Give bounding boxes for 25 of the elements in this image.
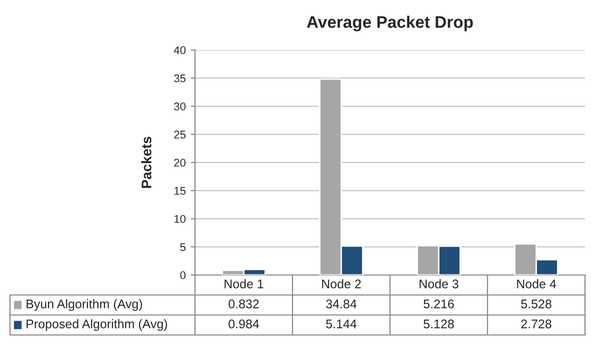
y-axis-title: Packets xyxy=(141,136,152,188)
data-label: 2.728 xyxy=(521,320,552,328)
x-tick-label: Node 1 xyxy=(224,279,264,288)
y-tick-label: 35 xyxy=(174,74,186,82)
x-tick-label: Node 3 xyxy=(420,279,458,288)
y-tick-label: 40 xyxy=(174,46,186,54)
legend-label: Proposed Algorithm (Avg) xyxy=(26,319,168,331)
data-label: 0.984 xyxy=(228,320,260,328)
data-label: 5.216 xyxy=(424,300,454,308)
y-tick-label: 20 xyxy=(174,158,186,167)
y-tick-label: 0 xyxy=(180,271,186,280)
data-label: 0.832 xyxy=(228,300,259,308)
data-label: 5.528 xyxy=(521,300,552,308)
y-tick-label: 30 xyxy=(174,102,186,110)
legend-label: Byun Algorithm (Avg) xyxy=(26,299,142,311)
chart-title: Average Packet Drop xyxy=(306,16,473,32)
y-tick-label: 15 xyxy=(174,187,186,195)
data-label: 5.128 xyxy=(424,320,454,328)
x-tick-label: Node 4 xyxy=(517,279,556,288)
x-tick-label: Node 2 xyxy=(322,279,361,288)
y-tick-label: 10 xyxy=(174,215,186,223)
y-tick-label: 25 xyxy=(174,130,186,139)
y-tick-label: 5 xyxy=(180,243,186,252)
data-label: 34.84 xyxy=(326,300,357,308)
data-label: 5.144 xyxy=(326,320,357,328)
